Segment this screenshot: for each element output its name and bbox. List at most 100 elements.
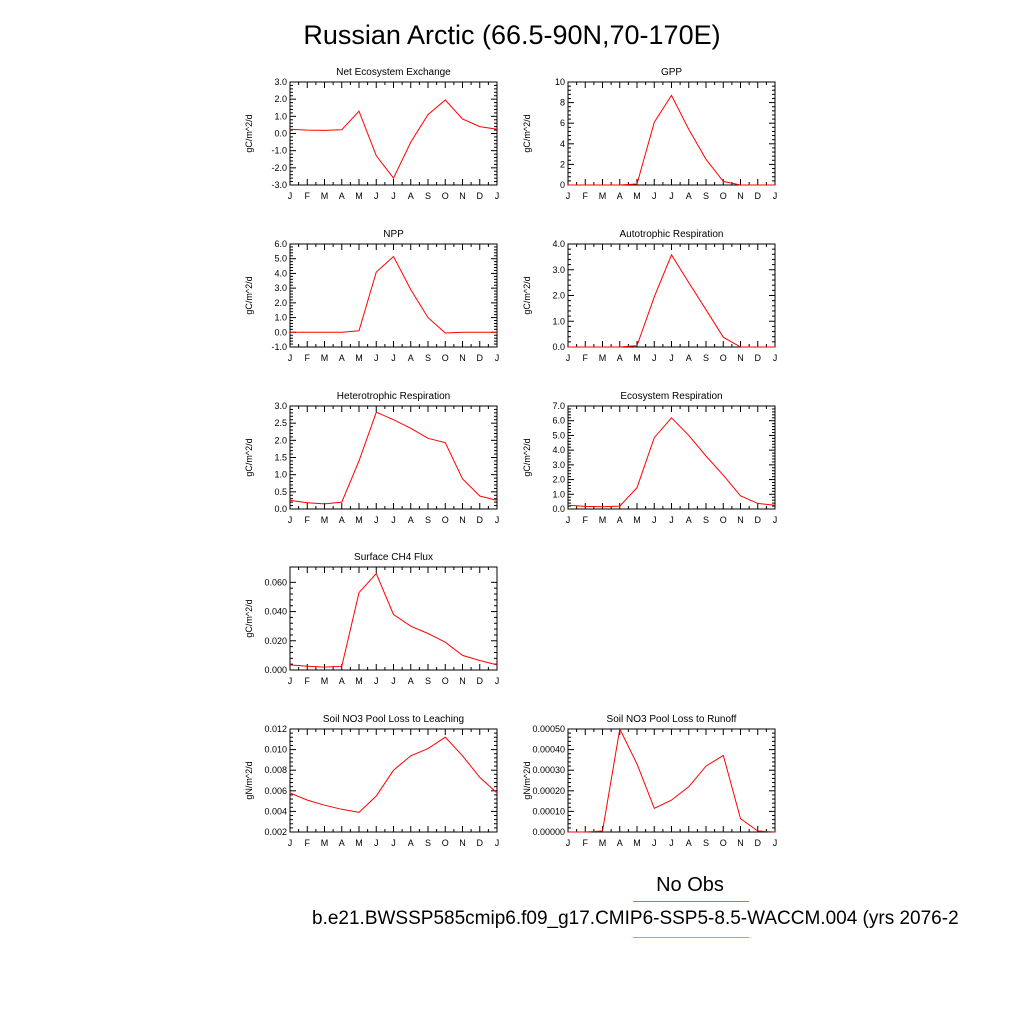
y-tick-label: 0.060 (264, 577, 287, 587)
panel-title: Heterotrophic Respiration (337, 391, 450, 402)
y-tick-label: -3.0 (271, 180, 287, 190)
panel-title: Soil NO3 Pool Loss to Runoff (607, 714, 737, 725)
y-tick-label: 7.0 (552, 401, 565, 411)
y-tick-label: 0.0 (552, 342, 565, 352)
y-axis-label: gN/m^2/d (244, 761, 254, 799)
x-tick-label: J (495, 838, 500, 848)
x-tick-label: J (773, 191, 778, 201)
x-tick-label: S (703, 515, 709, 525)
x-tick-label: D (477, 515, 484, 525)
x-tick-label: A (617, 838, 623, 848)
x-tick-label: M (321, 353, 329, 363)
y-tick-label: 3.0 (552, 460, 565, 470)
x-tick-label: J (566, 353, 571, 363)
x-tick-label: J (288, 838, 293, 848)
x-tick-label: S (703, 191, 709, 201)
plot-frame (567, 405, 776, 510)
x-tick-label: J (566, 838, 571, 848)
x-tick-label: F (305, 838, 311, 848)
x-tick-label: O (442, 515, 449, 525)
y-tick-label: 3.0 (274, 77, 287, 87)
x-tick-label: S (425, 353, 431, 363)
x-tick-label: J (391, 676, 396, 686)
panel-title: Ecosystem Respiration (620, 391, 722, 402)
y-tick-label: -2.0 (271, 163, 287, 173)
x-tick-label: J (391, 838, 396, 848)
y-axis-label: gC/m^2/d (244, 599, 254, 637)
x-tick-label: O (720, 191, 727, 201)
y-tick-label: 1.0 (274, 470, 287, 480)
x-tick-label: M (321, 515, 329, 525)
y-tick-label: 0.0 (274, 504, 287, 514)
x-tick-label: M (633, 191, 641, 201)
y-axis-label: gC/m^2/d (522, 438, 532, 476)
x-tick-label: M (321, 676, 329, 686)
x-tick-label: O (720, 838, 727, 848)
legend-obs-label: No Obs (656, 874, 724, 896)
y-tick-label: 1.5 (274, 453, 287, 463)
y-tick-label: 1.0 (552, 316, 565, 326)
x-tick-label: J (374, 838, 379, 848)
x-tick-label: J (374, 676, 379, 686)
x-tick-label: N (459, 838, 466, 848)
y-tick-label: 4.0 (552, 239, 565, 249)
x-tick-label: S (425, 838, 431, 848)
x-tick-label: A (339, 515, 345, 525)
y-tick-label: 0.008 (264, 765, 287, 775)
x-tick-label: F (583, 191, 589, 201)
y-tick-label: 0.002 (264, 827, 287, 837)
x-tick-label: M (633, 515, 641, 525)
x-tick-label: J (652, 191, 657, 201)
y-axis-label: gC/m^2/d (244, 276, 254, 314)
y-tick-label: 4 (560, 139, 565, 149)
x-tick-label: A (408, 838, 414, 848)
plot-frame (289, 405, 498, 510)
y-tick-label: 0.012 (264, 724, 287, 734)
panel-title: Soil NO3 Pool Loss to Leaching (323, 714, 464, 725)
x-tick-label: A (339, 838, 345, 848)
legend-model-line (633, 937, 749, 938)
y-tick-label: 8 (560, 98, 565, 108)
x-tick-label: A (408, 353, 414, 363)
x-tick-label: D (755, 191, 762, 201)
y-tick-label: 2.5 (274, 418, 287, 428)
x-tick-label: A (617, 191, 623, 201)
x-tick-label: J (288, 353, 293, 363)
x-tick-label: A (617, 515, 623, 525)
x-tick-label: M (599, 191, 607, 201)
series-line-1 (290, 255, 497, 334)
y-tick-label: 3.0 (274, 283, 287, 293)
y-tick-label: 0.00030 (532, 765, 565, 775)
y-tick-label: 2.0 (552, 291, 565, 301)
plot-frame (567, 81, 776, 186)
x-tick-label: J (652, 515, 657, 525)
x-tick-label: J (391, 515, 396, 525)
x-tick-label: A (339, 353, 345, 363)
x-tick-label: J (374, 353, 379, 363)
plot-frame (289, 566, 498, 671)
y-tick-label: 0.00000 (532, 827, 565, 837)
x-tick-label: D (755, 353, 762, 363)
y-tick-label: 3.0 (552, 265, 565, 275)
x-tick-label: J (652, 353, 657, 363)
y-tick-label: 0.0 (274, 129, 287, 139)
x-tick-label: A (686, 838, 692, 848)
x-tick-label: D (477, 676, 484, 686)
x-tick-label: F (305, 191, 311, 201)
x-tick-label: N (459, 676, 466, 686)
y-axis-label: gC/m^2/d (244, 438, 254, 476)
x-tick-label: M (599, 353, 607, 363)
x-tick-label: O (442, 838, 449, 848)
y-tick-label: 2 (560, 159, 565, 169)
x-tick-label: D (755, 838, 762, 848)
x-tick-label: D (477, 191, 484, 201)
x-tick-label: M (355, 515, 363, 525)
x-tick-label: J (669, 353, 674, 363)
y-tick-label: 2.0 (274, 94, 287, 104)
x-tick-label: J (495, 353, 500, 363)
